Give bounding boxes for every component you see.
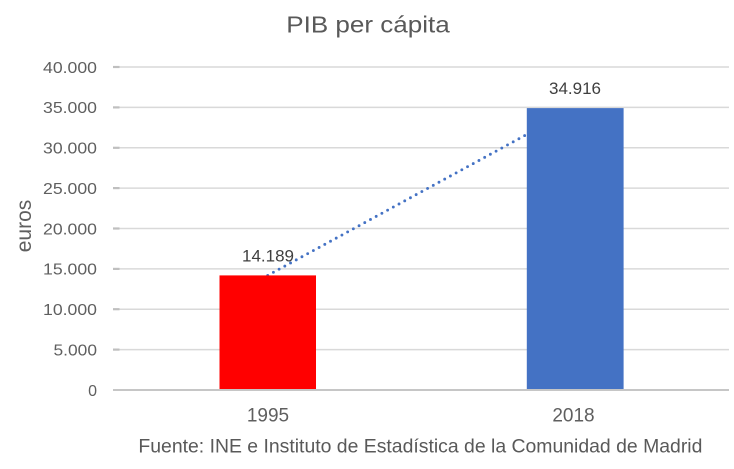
svg-text:15.000: 15.000: [43, 262, 97, 279]
svg-text:0: 0: [88, 383, 97, 400]
svg-text:14.189: 14.189: [242, 246, 294, 265]
svg-text:34.916: 34.916: [549, 79, 601, 98]
svg-text:35.000: 35.000: [43, 100, 97, 117]
svg-text:euros: euros: [13, 200, 36, 253]
svg-text:1995: 1995: [247, 406, 289, 427]
svg-text:30.000: 30.000: [43, 141, 97, 158]
svg-text:Fuente: INE e Instituto de Est: Fuente: INE e Instituto de Estadística d…: [138, 436, 702, 458]
svg-text:40.000: 40.000: [43, 60, 97, 77]
svg-text:25.000: 25.000: [43, 181, 97, 198]
svg-text:PIB per cápita: PIB per cápita: [286, 12, 450, 38]
svg-text:10.000: 10.000: [43, 302, 97, 319]
svg-text:2018: 2018: [552, 406, 594, 427]
svg-text:20.000: 20.000: [43, 221, 97, 238]
svg-text:5.000: 5.000: [54, 342, 98, 359]
